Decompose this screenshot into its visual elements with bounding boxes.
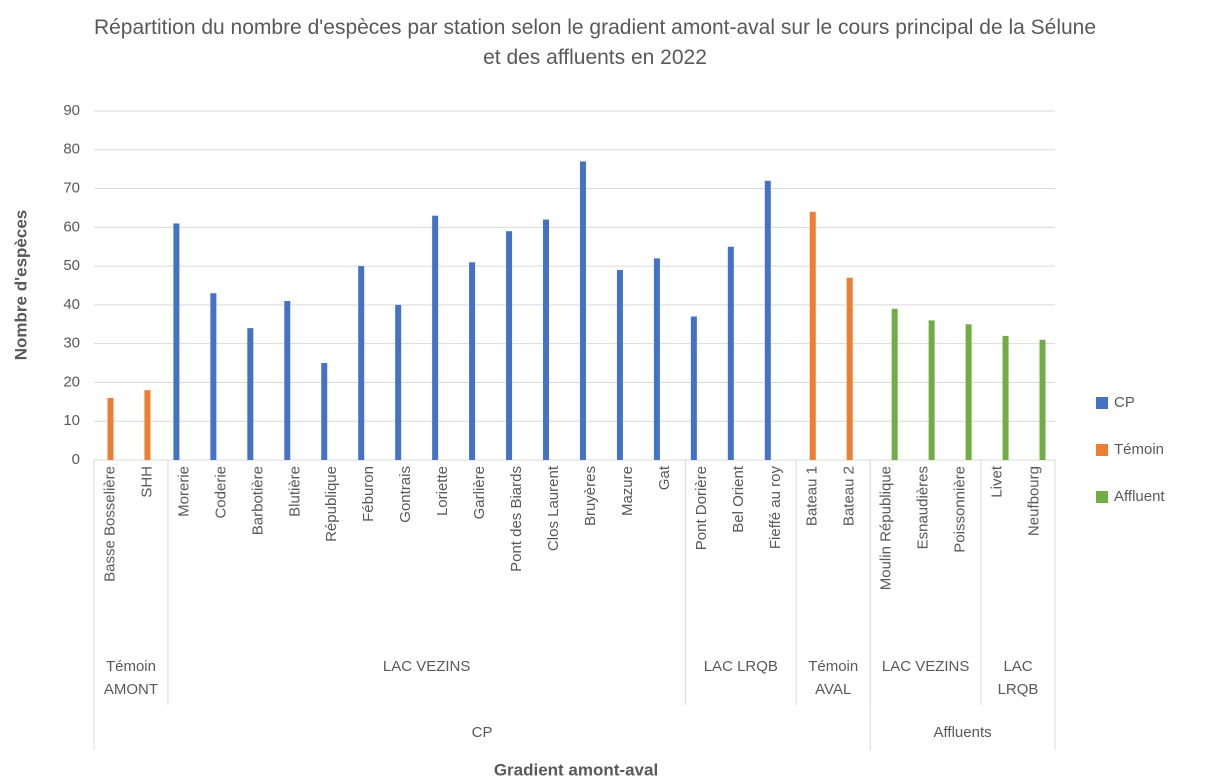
x-tick-label: Bateau 1 <box>804 466 821 526</box>
bar <box>210 293 217 460</box>
x-tick-label: Gat <box>656 465 673 490</box>
bar <box>764 180 771 461</box>
x-tick-label: Loriette <box>434 466 451 516</box>
x-tick-label: Garlière <box>471 466 488 519</box>
x-tick-label: Mazure <box>619 466 636 516</box>
bar <box>809 211 816 460</box>
bar <box>173 223 180 460</box>
legend-swatch <box>1096 397 1108 409</box>
y-tick-label: 40 <box>63 296 80 313</box>
legend-label: Témoin <box>1114 441 1164 458</box>
bar <box>1002 335 1009 460</box>
x-tick-label: Clos Laurent <box>545 465 562 551</box>
bar <box>321 363 328 460</box>
x-tick-label: Livet <box>989 465 1006 498</box>
x-tick-label: Barbotière <box>249 466 266 535</box>
bar <box>358 266 365 460</box>
bar <box>284 301 291 460</box>
y-tick-label: 70 <box>63 180 80 197</box>
bar <box>107 397 114 460</box>
bar <box>1039 339 1046 460</box>
y-tick-label: 0 <box>72 451 80 468</box>
y-tick-label: 50 <box>63 257 80 274</box>
bar <box>395 304 402 460</box>
bar <box>891 308 898 460</box>
x-tick-label: Fieffé au roy <box>767 466 784 550</box>
category-group-label: LAC LRQB <box>998 658 1039 698</box>
category-group-label: CP <box>472 724 493 741</box>
bar <box>928 320 935 460</box>
x-tick-label: Féburon <box>360 466 377 522</box>
y-tick-label: 90 <box>63 102 80 119</box>
x-tick-label: Neufbourg <box>1025 466 1042 536</box>
x-tick-label: Bruyères <box>582 466 599 526</box>
legend-label: CP <box>1114 394 1135 411</box>
legend-swatch <box>1096 491 1108 503</box>
legend-label: Affluent <box>1114 488 1165 505</box>
bar <box>144 390 151 460</box>
bar <box>653 258 660 460</box>
bar <box>469 262 476 460</box>
y-tick-label: 60 <box>63 218 80 235</box>
bar <box>506 231 513 460</box>
category-group-label: LAC VEZINS <box>882 658 970 675</box>
category-group-label: LAC LRQB <box>704 658 778 675</box>
x-tick-label: République <box>323 466 340 542</box>
bar <box>432 215 439 460</box>
legend-swatch <box>1096 444 1108 456</box>
y-tick-label: 30 <box>63 335 80 352</box>
bar <box>247 328 254 460</box>
bar <box>690 316 697 460</box>
x-axis-title: Gradient amont-aval <box>494 760 658 779</box>
y-tick-label: 20 <box>63 373 80 390</box>
x-tick-label: Pont Dorière <box>693 466 710 550</box>
y-tick-label: 80 <box>63 141 80 158</box>
chart-title: Répartition du nombre d'espèces par stat… <box>94 16 1096 69</box>
x-tick-label: SHH <box>138 466 155 498</box>
x-tick-label: Morerie <box>175 466 192 517</box>
category-group-label: Affluents <box>934 724 992 741</box>
bar <box>616 269 623 460</box>
bar <box>965 324 972 460</box>
x-tick-label: Coderie <box>212 466 229 519</box>
x-tick-label: Moulin République <box>878 466 895 590</box>
y-axis-title: Nombre d'espèces <box>11 210 30 361</box>
category-group-label: LAC VEZINS <box>383 658 471 675</box>
category-group-label: Témoin AVAL <box>808 658 858 698</box>
x-tick-label: Blutière <box>286 466 303 517</box>
x-tick-label: Esnaudières <box>915 466 932 549</box>
bar <box>727 246 734 460</box>
x-tick-label: Basse Bosselière <box>101 466 118 582</box>
bar <box>579 161 586 460</box>
x-tick-label: Bel Orient <box>730 465 747 533</box>
bar <box>846 277 853 460</box>
y-tick-label: 10 <box>63 412 80 429</box>
x-tick-label: Pont des Biards <box>508 466 525 572</box>
category-group-label: Témoin AMONT <box>104 658 158 698</box>
x-tick-label: Gontrais <box>397 466 414 523</box>
bar <box>543 219 550 460</box>
x-tick-label: Poissonnière <box>952 466 969 553</box>
x-tick-label: Bateau 2 <box>841 466 858 526</box>
